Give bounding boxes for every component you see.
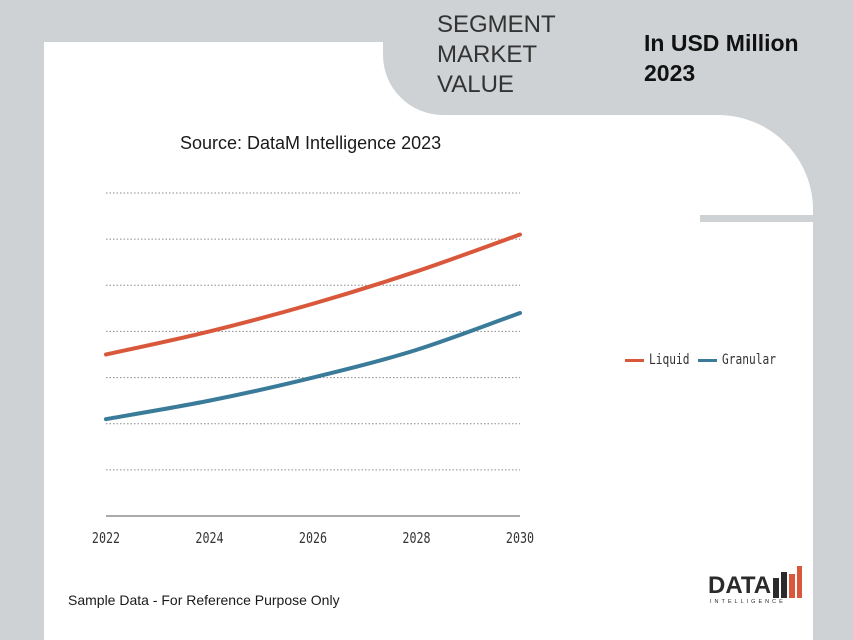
x-tick-label: 2024	[195, 531, 223, 548]
legend-label-granular: Granular	[721, 352, 776, 368]
x-tick-label: 2028	[402, 531, 430, 548]
logo-bars-icon	[773, 566, 802, 598]
x-tick-label: 2022	[92, 531, 120, 548]
x-tick-labels: 2022 2024 2026 2028 2030	[92, 531, 534, 548]
segment-market-value-title: SEGMENT MARKET VALUE	[437, 11, 556, 98]
header-tab	[383, 0, 853, 115]
series-lines	[104, 232, 522, 422]
series-line-granular	[104, 310, 522, 422]
legend-label-liquid: Liquid	[649, 352, 690, 368]
datam-logo: DATA INTELLIGENCE	[708, 560, 803, 610]
legend-item-granular: Granular	[697, 352, 781, 368]
legend-swatch-granular	[697, 358, 717, 362]
logo-text: DATA	[708, 572, 772, 599]
x-tick-label: 2026	[299, 531, 327, 548]
sample-data-note: Sample Data - For Reference Purpose Only	[68, 592, 340, 608]
legend-item-liquid: Liquid	[625, 352, 692, 368]
series-line-liquid	[104, 232, 522, 357]
legend-swatch-liquid	[625, 358, 644, 362]
x-tick-label: 2030	[506, 531, 534, 548]
logo-subtext: INTELLIGENCE	[710, 599, 786, 605]
gridlines	[106, 192, 520, 471]
chart-legend: Liquid Granular	[625, 352, 781, 368]
chart-source: Source: DataM Intelligence 2023	[180, 133, 442, 153]
units-title: In USD Million 2023	[644, 30, 799, 86]
